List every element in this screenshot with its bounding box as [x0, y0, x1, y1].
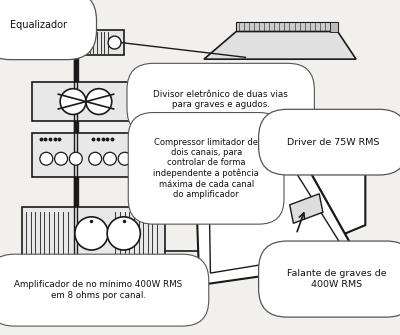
Bar: [32, 30, 124, 56]
Polygon shape: [290, 194, 323, 223]
Polygon shape: [234, 177, 266, 207]
Polygon shape: [195, 119, 361, 285]
Bar: [330, 22, 338, 31]
Circle shape: [118, 152, 131, 165]
Circle shape: [69, 152, 82, 165]
Text: Falante de graves de
400W RMS: Falante de graves de 400W RMS: [287, 269, 386, 289]
Text: Compressor limitador de
dois canais, para
controlar de forma
independente a potê: Compressor limitador de dois canais, par…: [143, 138, 259, 199]
Text: Driver de 75W RMS: Driver de 75W RMS: [287, 138, 379, 147]
Circle shape: [89, 152, 102, 165]
Bar: [22, 207, 165, 260]
Circle shape: [104, 152, 116, 165]
Circle shape: [60, 89, 86, 115]
Circle shape: [86, 89, 112, 115]
Polygon shape: [204, 31, 356, 59]
Polygon shape: [208, 133, 345, 273]
Text: Equalizador: Equalizador: [10, 20, 67, 30]
Text: MIXER: MIXER: [262, 67, 298, 76]
Bar: [32, 133, 140, 177]
Text: Amplificador de no mínimo 400W RMS
em 8 ohms por canal.: Amplificador de no mínimo 400W RMS em 8 …: [14, 280, 182, 300]
Circle shape: [55, 152, 68, 165]
Polygon shape: [236, 22, 338, 31]
Circle shape: [107, 217, 140, 250]
Text: Divisor eletrônico de duas vias
para graves e agudos.: Divisor eletrônico de duas vias para gra…: [143, 89, 288, 109]
Circle shape: [75, 217, 108, 250]
Circle shape: [108, 36, 121, 49]
Polygon shape: [280, 119, 365, 262]
Circle shape: [40, 152, 53, 165]
Bar: [32, 82, 140, 121]
